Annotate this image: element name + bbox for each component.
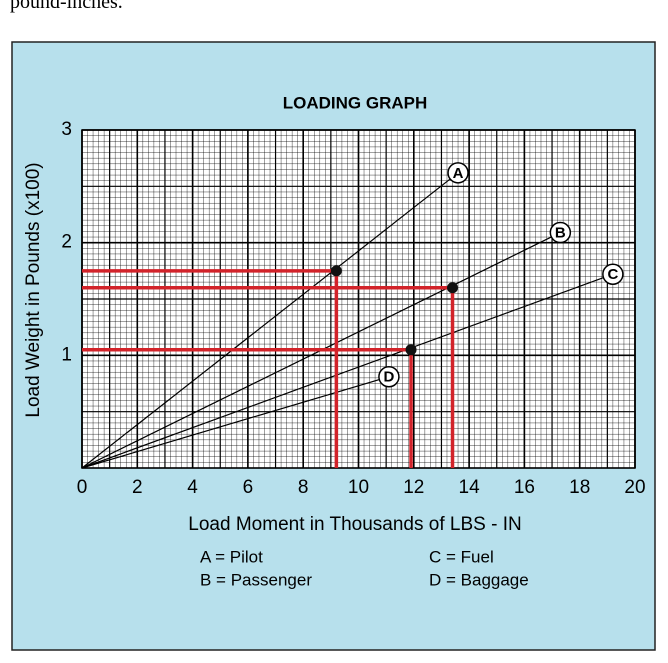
- x-tick-label: 0: [77, 477, 88, 498]
- x-axis-label: Load Moment in Thousands of LBS - IN: [188, 514, 521, 535]
- x-tick-label: 6: [243, 477, 254, 498]
- x-tick-label: 8: [298, 477, 309, 498]
- reference-point: [330, 265, 342, 277]
- y-axis-label: Load Weight in Pounds (x100): [23, 162, 44, 417]
- legend-entry: C = Fuel: [429, 547, 494, 566]
- series-label-circle: [549, 221, 572, 244]
- header-text: pound-inches.: [10, 0, 123, 13]
- plot-frame: [81, 129, 636, 469]
- series-label: A: [453, 165, 464, 182]
- x-tick-label: 10: [348, 477, 369, 498]
- y-tick-label: 2: [61, 232, 72, 253]
- legend-entry: B = Passenger: [200, 570, 312, 589]
- x-tick-label: 4: [187, 477, 198, 498]
- series-label: D: [383, 369, 394, 386]
- x-tick-label: 14: [459, 477, 481, 498]
- series-label-circle: [602, 263, 624, 285]
- series-line: [81, 172, 459, 469]
- plot: A B C D: [81, 129, 636, 469]
- series-label-circle: [447, 162, 469, 184]
- series-label: C: [607, 266, 618, 283]
- series-label: B: [555, 224, 566, 241]
- reference-point: [405, 344, 417, 356]
- x-tick-label: 16: [514, 477, 535, 498]
- series-line: [81, 273, 614, 469]
- series-label-circle: [378, 365, 400, 388]
- legend-entry: D = Baggage: [429, 570, 529, 589]
- y-tick-label: 1: [61, 344, 72, 365]
- y-tick-label: 3: [61, 119, 72, 140]
- x-tick-label: 2: [132, 477, 143, 498]
- reference-point: [447, 282, 459, 294]
- x-tick-label: 18: [569, 477, 590, 498]
- chart-title: LOADING GRAPH: [283, 93, 428, 112]
- x-tick-label: 12: [403, 477, 424, 498]
- x-tick-label: 20: [624, 477, 645, 498]
- legend-entry: A = Pilot: [200, 547, 263, 566]
